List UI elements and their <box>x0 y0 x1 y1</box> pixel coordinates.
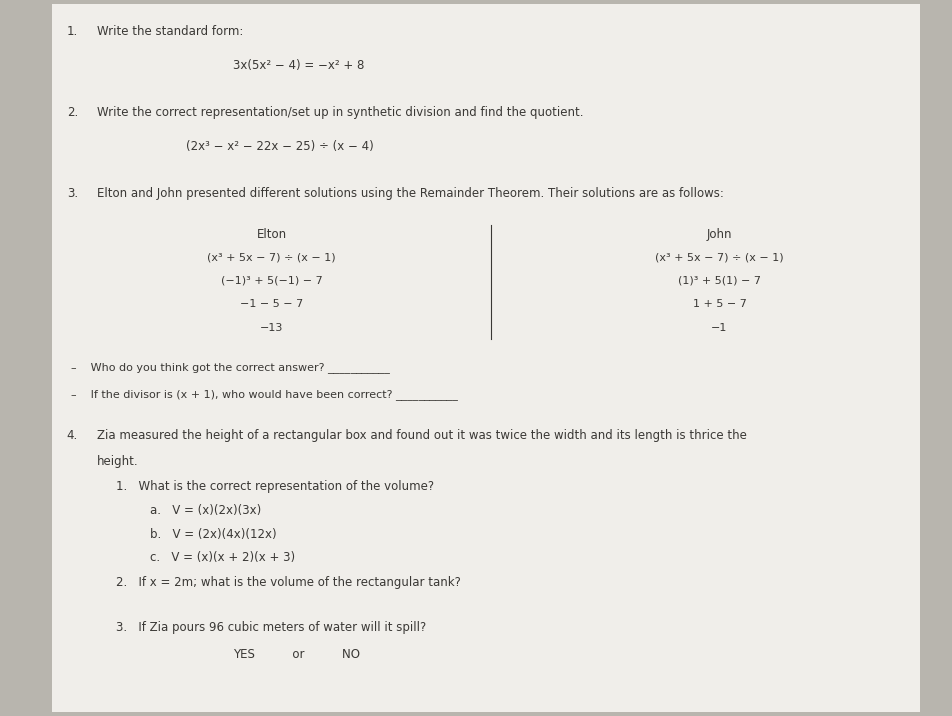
Text: 2.   If x = 2m; what is the volume of the rectangular tank?: 2. If x = 2m; what is the volume of the … <box>116 576 461 589</box>
Text: c.   V = (x)(x + 2)(x + 3): c. V = (x)(x + 2)(x + 3) <box>149 551 294 564</box>
Text: –    If the divisor is (x + 1), who would have been correct? ___________: – If the divisor is (x + 1), who would h… <box>71 390 458 400</box>
Text: −1: −1 <box>710 323 727 333</box>
Text: 2.: 2. <box>67 106 78 119</box>
Text: Elton and John presented different solutions using the Remainder Theorem. Their : Elton and John presented different solut… <box>97 187 724 200</box>
Text: (1)³ + 5(1) − 7: (1)³ + 5(1) − 7 <box>677 276 761 286</box>
Text: YES          or          NO: YES or NO <box>233 648 360 661</box>
Text: b.   V = (2x)(4x)(12x): b. V = (2x)(4x)(12x) <box>149 528 276 541</box>
Text: (−1)³ + 5(−1) − 7: (−1)³ + 5(−1) − 7 <box>221 276 322 286</box>
Text: 4.: 4. <box>67 429 78 442</box>
Text: a.   V = (x)(2x)(3x): a. V = (x)(2x)(3x) <box>149 504 261 517</box>
Text: (x³ + 5x − 7) ÷ (x − 1): (x³ + 5x − 7) ÷ (x − 1) <box>655 252 783 262</box>
Text: 1 + 5 − 7: 1 + 5 − 7 <box>692 299 745 309</box>
FancyBboxPatch shape <box>52 4 919 712</box>
Text: 1.: 1. <box>67 25 78 38</box>
Text: −1 − 5 − 7: −1 − 5 − 7 <box>240 299 303 309</box>
Text: height.: height. <box>97 455 139 468</box>
Text: 1.   What is the correct representation of the volume?: 1. What is the correct representation of… <box>116 480 434 493</box>
Text: John: John <box>706 228 731 241</box>
Text: Zia measured the height of a rectangular box and found out it was twice the widt: Zia measured the height of a rectangular… <box>97 429 746 442</box>
Text: 3x(5x² − 4) = −x² + 8: 3x(5x² − 4) = −x² + 8 <box>233 59 365 72</box>
Text: −13: −13 <box>260 323 283 333</box>
Text: (x³ + 5x − 7) ÷ (x − 1): (x³ + 5x − 7) ÷ (x − 1) <box>208 252 335 262</box>
Text: (2x³ − x² − 22x − 25) ÷ (x − 4): (2x³ − x² − 22x − 25) ÷ (x − 4) <box>186 140 373 153</box>
Text: Write the standard form:: Write the standard form: <box>97 25 244 38</box>
Text: Write the correct representation/set up in synthetic division and find the quoti: Write the correct representation/set up … <box>97 106 583 119</box>
Text: Elton: Elton <box>256 228 287 241</box>
Text: 3.: 3. <box>67 187 78 200</box>
Text: 3.   If Zia pours 96 cubic meters of water will it spill?: 3. If Zia pours 96 cubic meters of water… <box>116 621 426 634</box>
Text: –    Who do you think got the correct answer? ___________: – Who do you think got the correct answe… <box>71 362 390 373</box>
